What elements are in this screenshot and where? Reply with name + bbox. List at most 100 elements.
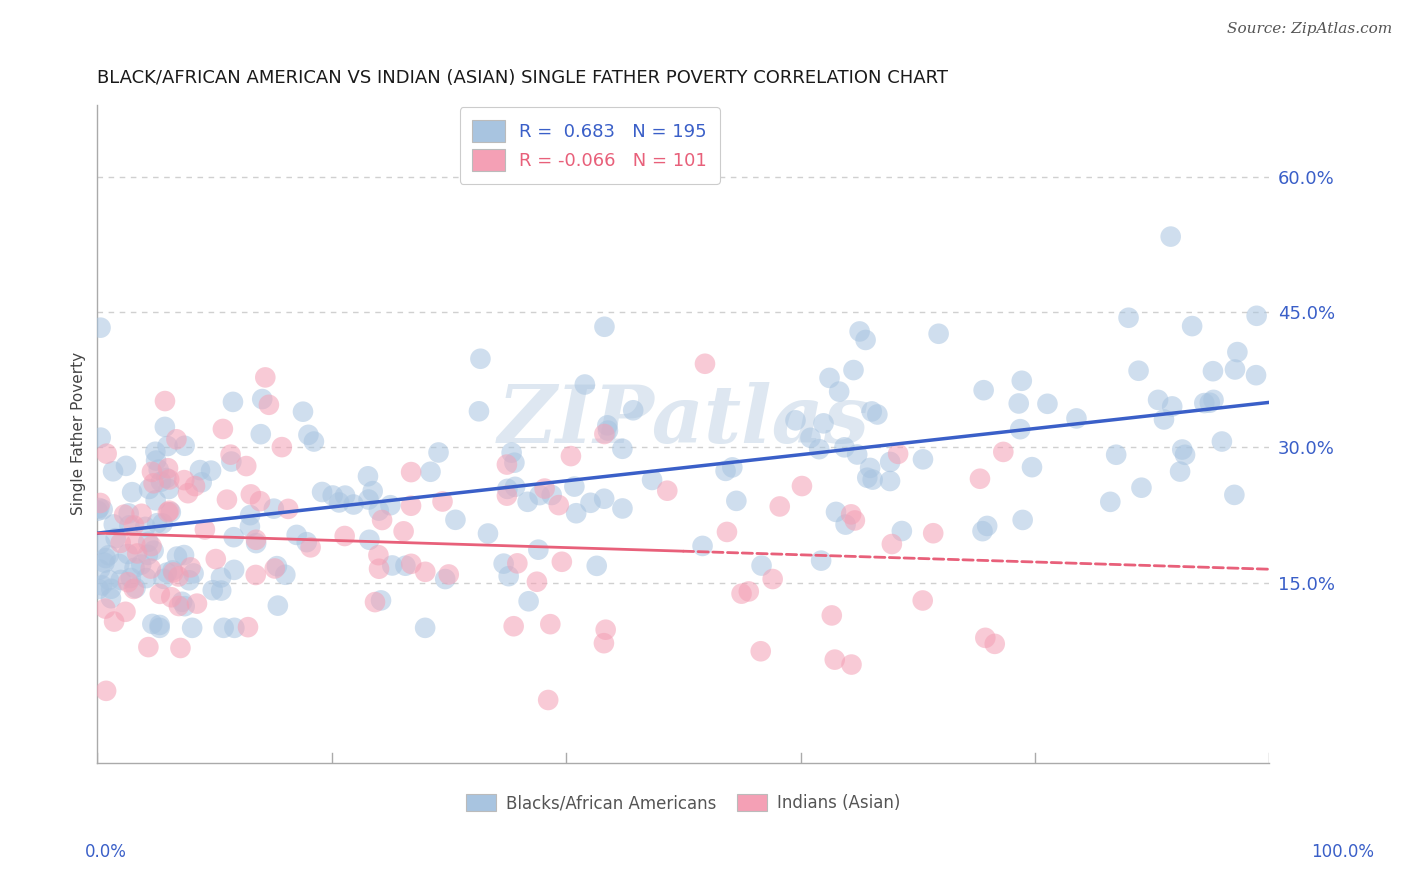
Point [725, 493, 748, 508]
Point [254, 370, 277, 384]
Point [368, 562, 391, 576]
Point [1194, 396, 1216, 410]
Point [311, 485, 333, 500]
Point [165, 432, 187, 446]
Point [808, 442, 831, 457]
Point [239, 519, 262, 533]
Point [790, 479, 813, 493]
Point [184, 479, 207, 493]
Point [866, 408, 889, 422]
Point [974, 631, 997, 645]
Point [149, 475, 172, 489]
Point [1011, 513, 1033, 527]
Point [89, 562, 111, 576]
Point [1153, 412, 1175, 426]
Point [222, 395, 245, 409]
Point [235, 458, 257, 473]
Point [810, 554, 832, 568]
Point [266, 559, 288, 574]
Point [361, 484, 384, 499]
Point [749, 644, 772, 658]
Point [89, 501, 111, 516]
Point [215, 492, 238, 507]
Point [156, 566, 179, 580]
Point [834, 440, 856, 454]
Point [714, 464, 737, 478]
Point [114, 605, 136, 619]
Point [585, 558, 607, 573]
Point [596, 424, 619, 438]
Text: 100.0%: 100.0% [1312, 843, 1374, 861]
Point [156, 439, 179, 453]
Point [762, 572, 785, 586]
Point [785, 413, 807, 427]
Point [145, 493, 167, 508]
Point [263, 501, 285, 516]
Point [1010, 422, 1032, 436]
Point [153, 394, 176, 409]
Point [162, 566, 184, 580]
Point [824, 652, 846, 666]
Point [357, 492, 380, 507]
Point [169, 640, 191, 655]
Point [444, 513, 467, 527]
Point [124, 581, 146, 595]
Point [186, 597, 208, 611]
Point [333, 529, 356, 543]
Point [172, 595, 194, 609]
Point [141, 465, 163, 479]
Point [593, 427, 616, 442]
Point [204, 552, 226, 566]
Point [121, 485, 143, 500]
Point [357, 469, 380, 483]
Point [180, 560, 202, 574]
Point [839, 508, 862, 522]
Point [173, 599, 195, 614]
Point [848, 325, 870, 339]
Point [468, 404, 491, 418]
Point [145, 453, 167, 467]
Point [380, 498, 402, 512]
Point [657, 483, 679, 498]
Text: ZIPatlas: ZIPatlas [498, 382, 869, 459]
Point [91, 502, 114, 516]
Point [221, 454, 243, 468]
Point [399, 465, 422, 479]
Point [141, 539, 163, 553]
Point [470, 351, 492, 366]
Point [437, 567, 460, 582]
Point [134, 520, 156, 534]
Point [364, 595, 387, 609]
Point [692, 539, 714, 553]
Point [93, 556, 115, 570]
Point [612, 442, 634, 456]
Point [122, 518, 145, 533]
Point [855, 333, 877, 347]
Point [1174, 448, 1197, 462]
Point [136, 548, 159, 562]
Point [432, 494, 454, 508]
Point [87, 582, 110, 596]
Point [141, 616, 163, 631]
Point [173, 473, 195, 487]
Point [565, 506, 588, 520]
Point [139, 561, 162, 575]
Text: BLACK/AFRICAN AMERICAN VS INDIAN (ASIAN) SINGLE FATHER POVERTY CORRELATION CHART: BLACK/AFRICAN AMERICAN VS INDIAN (ASIAN)… [97, 69, 949, 87]
Point [152, 572, 174, 586]
Point [118, 518, 141, 533]
Point [860, 404, 883, 418]
Point [100, 591, 122, 606]
Point [641, 473, 664, 487]
Point [983, 637, 1005, 651]
Point [1011, 374, 1033, 388]
Point [131, 507, 153, 521]
Point [574, 377, 596, 392]
Point [846, 448, 869, 462]
Point [173, 439, 195, 453]
Point [828, 384, 851, 399]
Point [295, 535, 318, 549]
Point [844, 513, 866, 527]
Point [96, 447, 118, 461]
Point [239, 487, 262, 501]
Point [381, 558, 404, 573]
